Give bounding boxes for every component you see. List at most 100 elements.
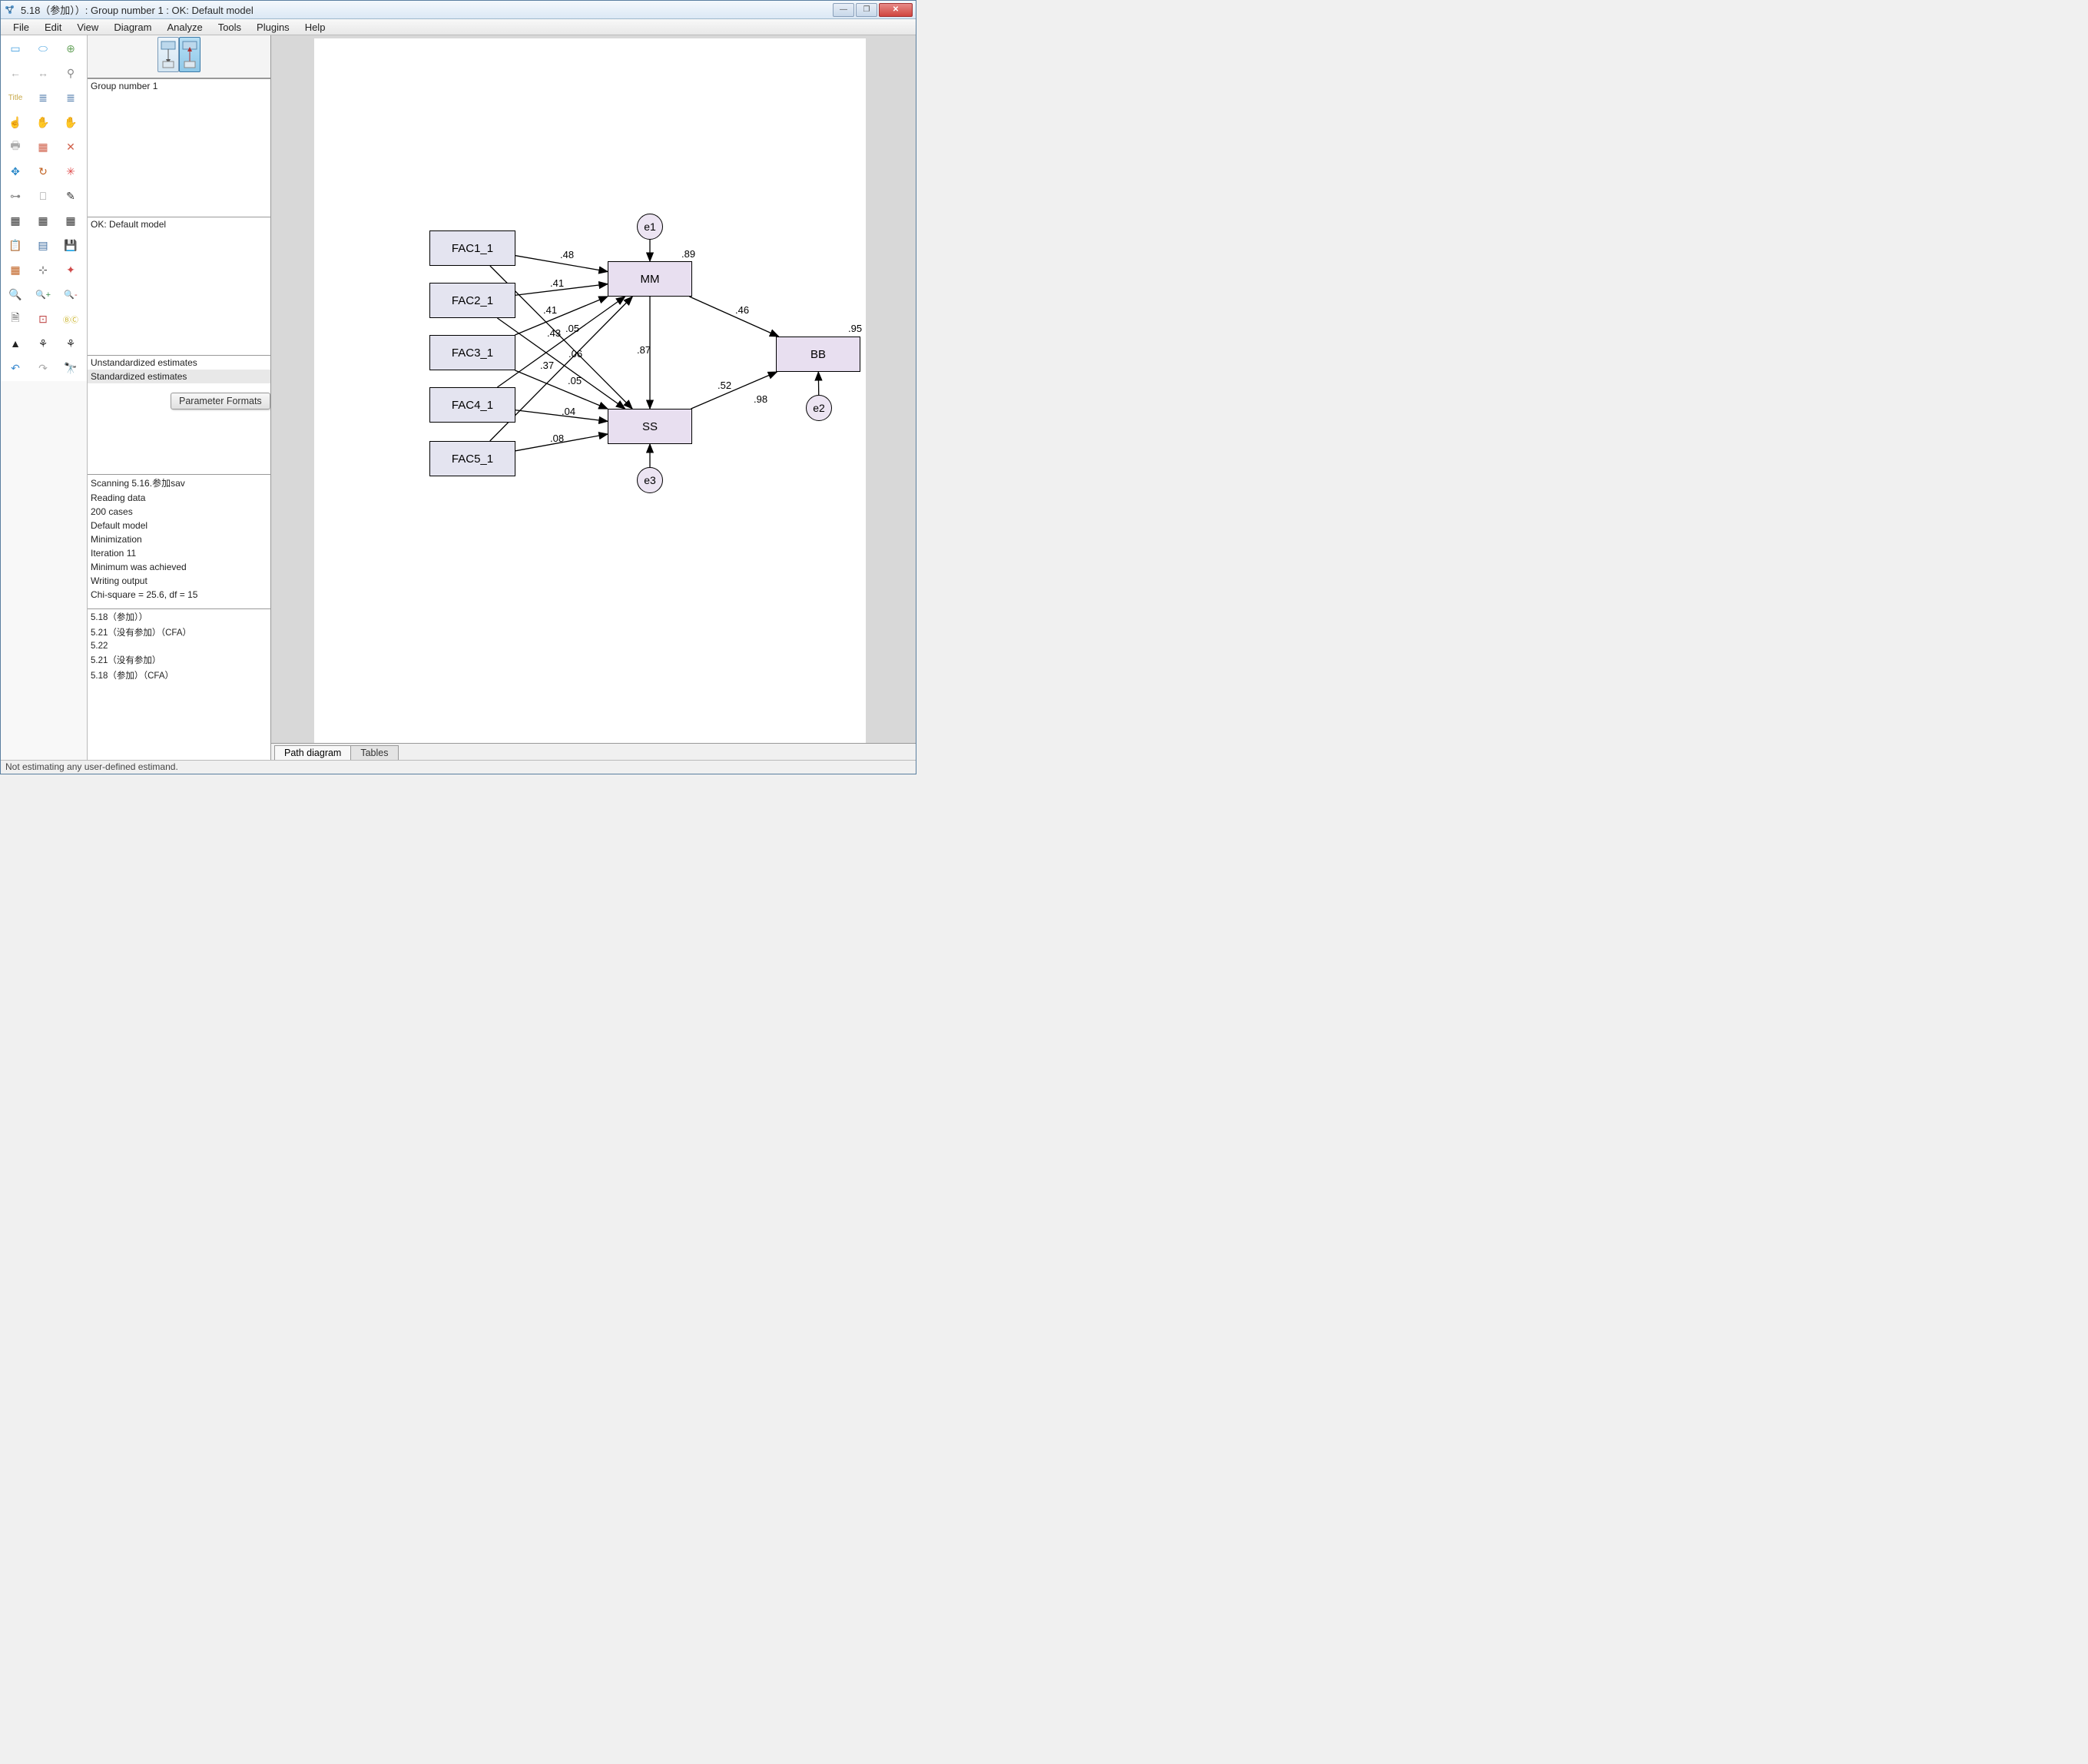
move-tool[interactable]: ✥: [2, 159, 29, 184]
select-all[interactable]: ✋: [29, 110, 57, 134]
list-tool[interactable]: ≣: [29, 85, 57, 110]
space-tool[interactable]: ⎕: [29, 184, 57, 208]
coefficient-label: .87: [637, 344, 651, 356]
table-tool[interactable]: ▤: [29, 233, 57, 257]
title-tool[interactable]: Title: [2, 85, 29, 110]
node-FAC2_1[interactable]: FAC2_1: [429, 283, 515, 318]
menu-file[interactable]: File: [5, 20, 37, 35]
link1-tool[interactable]: ⚘: [29, 331, 57, 356]
zoomin-tool[interactable]: 🔍+: [29, 282, 57, 307]
model-item[interactable]: OK: Default model: [88, 217, 270, 231]
minimize-button[interactable]: —: [833, 3, 854, 17]
delete-tool[interactable]: ✕: [57, 134, 85, 159]
coefficient-label: .95: [848, 323, 862, 334]
node-FAC4_1[interactable]: FAC4_1: [429, 387, 515, 423]
toolbar: ▭⬭⊕←↔⚲Title≣≣☝✋✋🖶▦✕✥↻✳⊶⎕✎▦▦▦📋▤💾▦⊹✦🔍🔍+🔍-🗎…: [1, 35, 88, 760]
rect-tool[interactable]: ▭: [2, 36, 29, 61]
node-MM[interactable]: MM: [608, 261, 692, 297]
groups-panel[interactable]: Group number 1: [88, 78, 270, 217]
file-item[interactable]: 5.21（没有参加）: [88, 652, 270, 668]
canvas-scroll[interactable]: FAC1_1 FAC2_1 FAC3_1 FAC4_1 FAC5_1 MM SS BB e1 e2…: [271, 35, 916, 743]
print-tool[interactable]: 🖶: [2, 134, 29, 159]
reflect-tool[interactable]: ✳: [57, 159, 85, 184]
both-arrow[interactable]: ↔: [29, 61, 57, 85]
binoculars-tool[interactable]: 🔭: [57, 356, 85, 380]
dist-tool[interactable]: ▲: [2, 331, 29, 356]
save-tool[interactable]: 💾: [57, 233, 85, 257]
close-button[interactable]: ✕: [879, 3, 913, 17]
menu-edit[interactable]: Edit: [37, 20, 69, 35]
node-SS[interactable]: SS: [608, 409, 692, 444]
page-tool[interactable]: 🗎: [2, 307, 29, 331]
file-item[interactable]: 5.18（参加））: [88, 609, 270, 625]
menu-tools[interactable]: Tools: [210, 20, 249, 35]
file-item[interactable]: 5.21（没有参加）（CFA）: [88, 625, 270, 640]
clipboard-tool[interactable]: 📋: [2, 233, 29, 257]
grid3-tool[interactable]: ▦: [57, 208, 85, 233]
parameter-formats-button[interactable]: Parameter Formats: [171, 393, 270, 410]
coefficient-label: .48: [560, 249, 574, 260]
file-item[interactable]: 5.22: [88, 640, 270, 652]
touch-tool[interactable]: ⊶: [2, 184, 29, 208]
select-one[interactable]: ☝: [2, 110, 29, 134]
node-FAC1_1[interactable]: FAC1_1: [429, 230, 515, 266]
coefficient-label: .41: [543, 304, 557, 316]
estimates-panel[interactable]: Unstandardized estimatesStandardized est…: [88, 355, 270, 474]
input-diagram-button[interactable]: [157, 37, 179, 72]
error-e3[interactable]: e3: [637, 467, 663, 493]
file-item[interactable]: 5.18（参加）（CFA）: [88, 668, 270, 683]
rotate-tool[interactable]: ↻: [29, 159, 57, 184]
duplicate-tool[interactable]: ▦: [29, 134, 57, 159]
error-e2[interactable]: e2: [806, 395, 832, 421]
node-BB[interactable]: BB: [776, 337, 860, 372]
menu-view[interactable]: View: [69, 20, 106, 35]
coefficient-label: .05: [568, 375, 582, 386]
tree-tool[interactable]: ⊹: [29, 257, 57, 282]
node-FAC5_1[interactable]: FAC5_1: [429, 441, 515, 476]
log-line: Default model: [88, 519, 270, 532]
maximize-button[interactable]: ❐: [856, 3, 877, 17]
tab-path-diagram[interactable]: Path diagram: [274, 745, 351, 760]
grid2-tool[interactable]: ▦: [29, 208, 57, 233]
left-arrow[interactable]: ←: [2, 61, 29, 85]
models-panel[interactable]: OK: Default model: [88, 217, 270, 355]
files-panel[interactable]: 5.18（参加））5.21（没有参加）（CFA）5.225.21（没有参加）5.…: [88, 608, 270, 760]
magic-tool[interactable]: ✎: [57, 184, 85, 208]
output-diagram-button[interactable]: [179, 37, 201, 72]
error-tool[interactable]: ⚲: [57, 61, 85, 85]
fit-tool[interactable]: ⊡: [29, 307, 57, 331]
app-icon: [4, 4, 16, 16]
estimate-option[interactable]: Unstandardized estimates: [88, 356, 270, 370]
log-line: Minimization: [88, 532, 270, 546]
bottom-tabs: Path diagramTables: [271, 743, 916, 760]
list2-tool[interactable]: ≣: [57, 85, 85, 110]
menu-plugins[interactable]: Plugins: [249, 20, 297, 35]
scatter-tool[interactable]: ✦: [57, 257, 85, 282]
link2-tool[interactable]: ⚘: [57, 331, 85, 356]
coefficient-label: .41: [550, 277, 564, 289]
undo-tool[interactable]: ↶: [2, 356, 29, 380]
ellipse-tool[interactable]: ⬭: [29, 36, 57, 61]
diagram-canvas[interactable]: FAC1_1 FAC2_1 FAC3_1 FAC4_1 FAC5_1 MM SS BB e1 e2…: [314, 38, 866, 743]
redo-tool[interactable]: ↷: [29, 356, 57, 380]
menu-help[interactable]: Help: [297, 20, 333, 35]
estimate-option[interactable]: Standardized estimates: [88, 370, 270, 383]
titlebar[interactable]: 5.18（参加））: Group number 1 : OK: Default …: [1, 1, 916, 19]
menu-analyze[interactable]: Analyze: [159, 20, 210, 35]
grid1-tool[interactable]: ▦: [2, 208, 29, 233]
error-e1[interactable]: e1: [637, 214, 663, 240]
menubar: FileEditViewDiagramAnalyzeToolsPluginsHe…: [1, 19, 916, 35]
deselect[interactable]: ✋: [57, 110, 85, 134]
menu-diagram[interactable]: Diagram: [106, 20, 159, 35]
group-item[interactable]: Group number 1: [88, 79, 270, 93]
canvas-area: FAC1_1 FAC2_1 FAC3_1 FAC4_1 FAC5_1 MM SS BB e1 e2…: [271, 35, 916, 760]
output-log-panel[interactable]: Scanning 5.16.参加savReading data200 cases…: [88, 474, 270, 608]
lens-tool[interactable]: 🔍: [2, 282, 29, 307]
props-tool[interactable]: ▦: [2, 257, 29, 282]
abc-tool[interactable]: ⒷⒸ: [57, 307, 85, 331]
coefficient-label: .06: [568, 348, 582, 360]
zoomout-tool[interactable]: 🔍-: [57, 282, 85, 307]
tab-tables[interactable]: Tables: [350, 745, 398, 760]
node-FAC3_1[interactable]: FAC3_1: [429, 335, 515, 370]
latent-tool[interactable]: ⊕: [57, 36, 85, 61]
